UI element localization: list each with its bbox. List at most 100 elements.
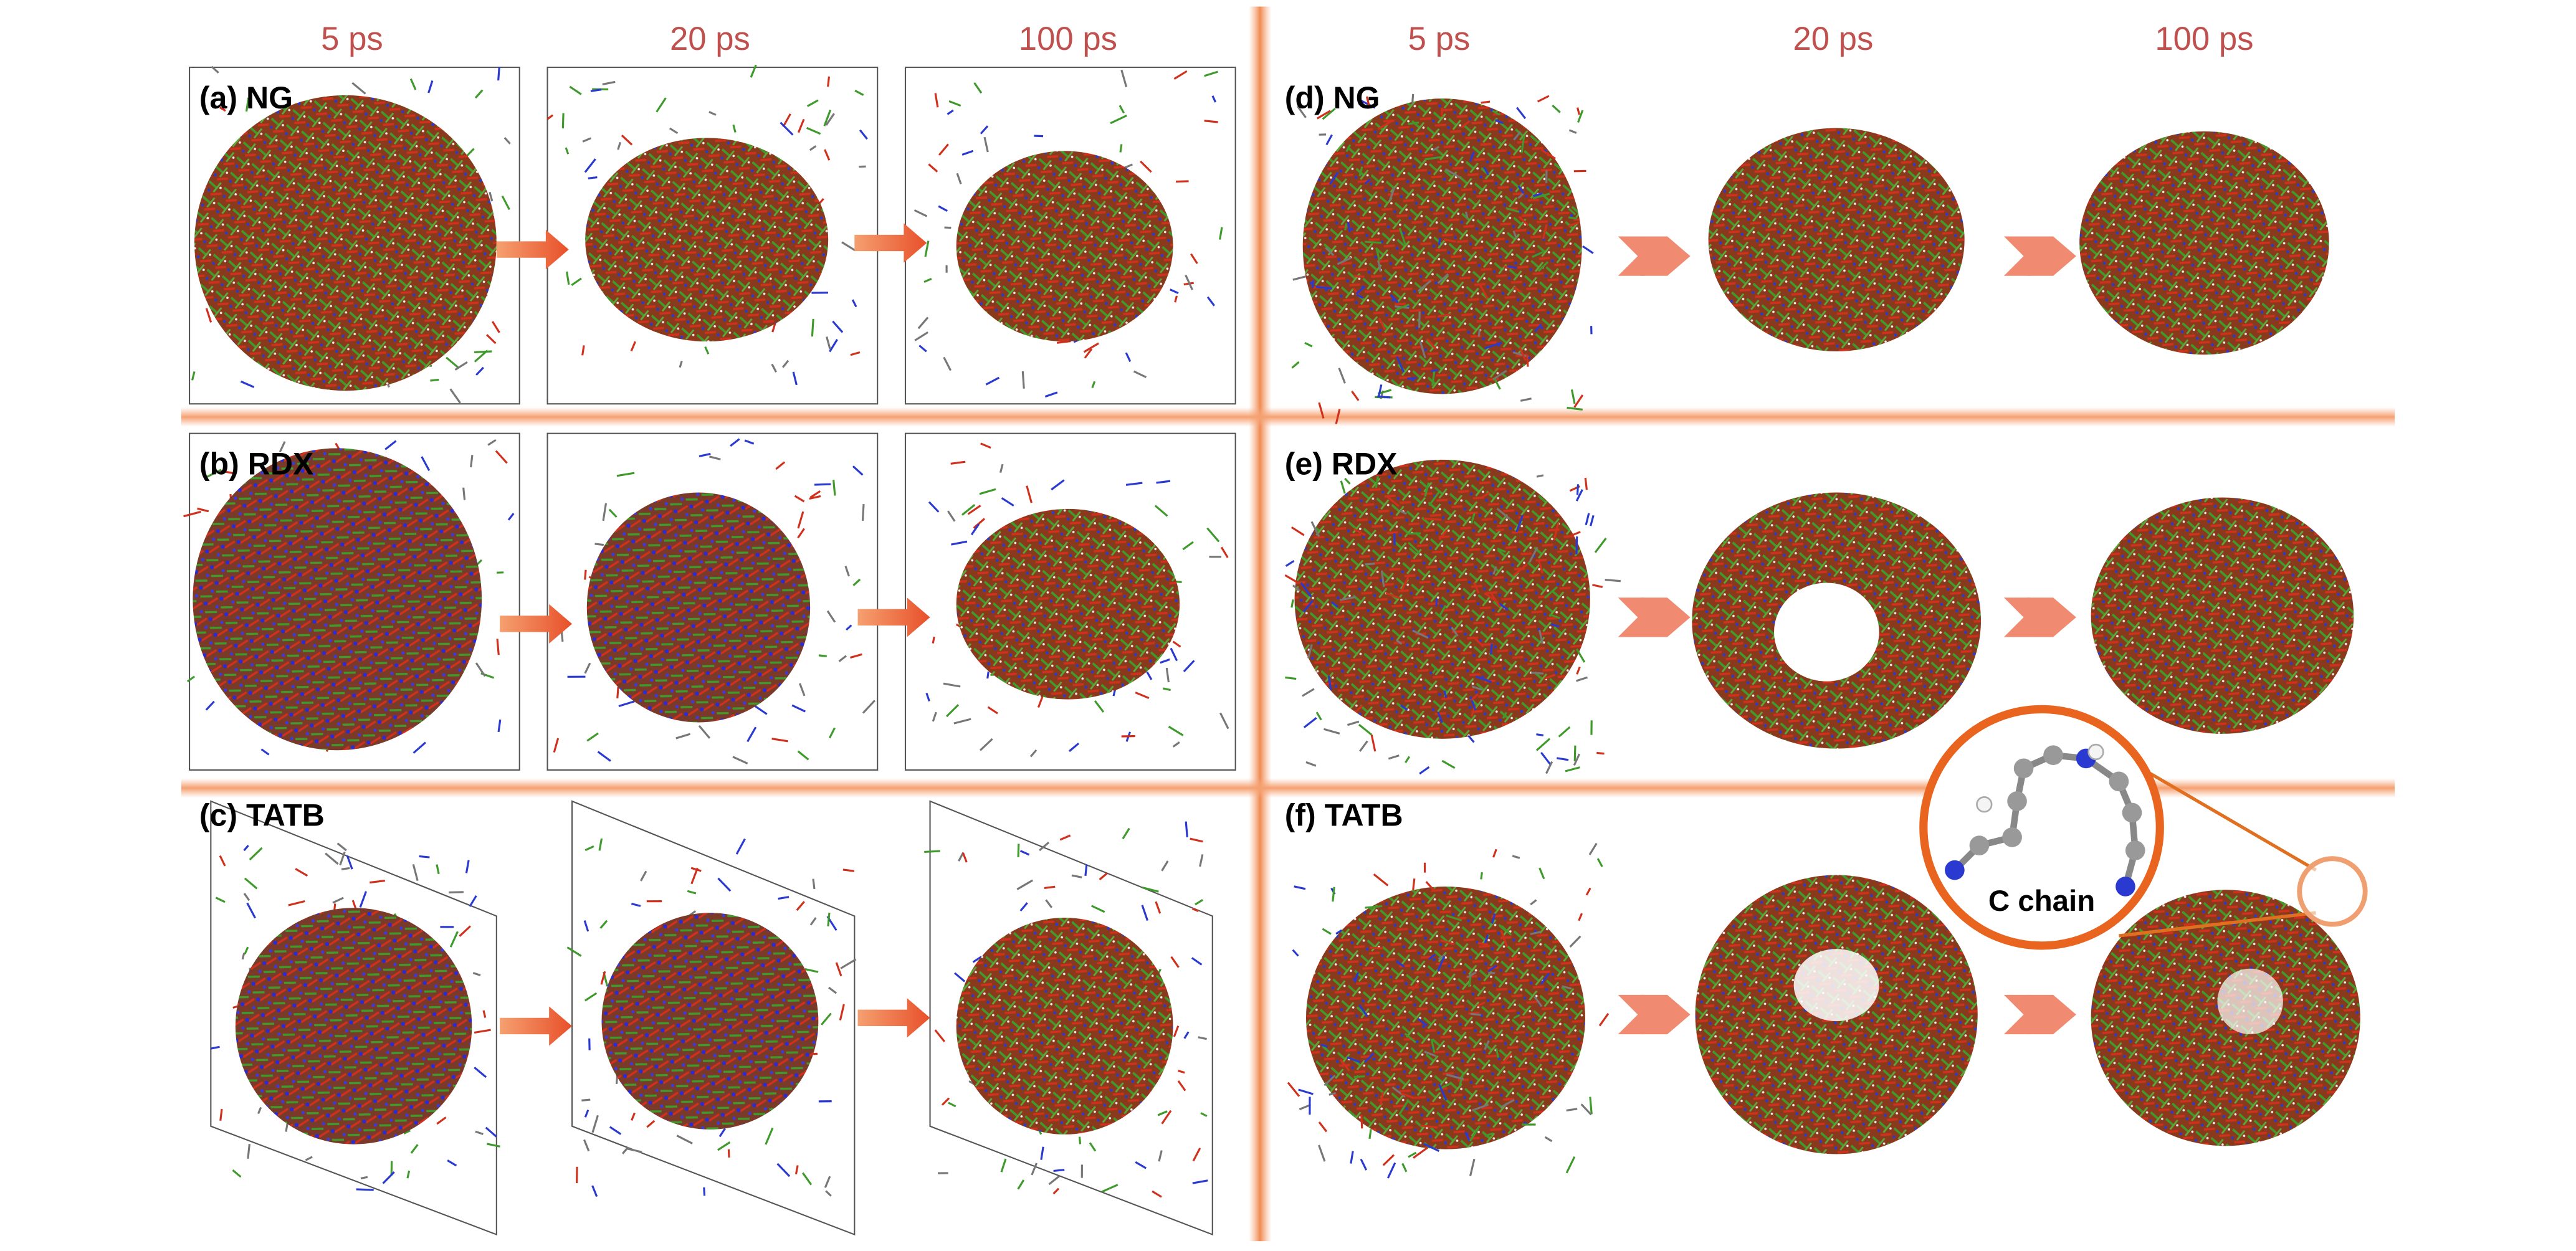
molecule <box>1084 348 1093 359</box>
molecule <box>1424 1050 1437 1057</box>
molecule <box>1021 371 1025 389</box>
molecule <box>1285 559 1295 567</box>
molecule <box>1500 925 1512 936</box>
molecule <box>806 99 819 107</box>
molecule <box>1365 96 1371 109</box>
atom <box>2043 745 2063 765</box>
molecule <box>801 1172 813 1186</box>
molecule <box>1492 110 1500 116</box>
cavity <box>1793 949 1879 1022</box>
molecule <box>1468 975 1472 987</box>
molecule <box>485 1126 497 1138</box>
atom <box>2109 771 2129 792</box>
molecule <box>1031 1163 1038 1176</box>
molecule <box>804 968 819 973</box>
molecule <box>1401 1163 1408 1173</box>
molecule <box>809 490 821 498</box>
molecule <box>1373 873 1389 887</box>
molecule <box>382 1171 395 1184</box>
molecule <box>840 958 857 969</box>
molecule <box>1001 497 1014 507</box>
molecule <box>546 114 554 120</box>
molecule <box>565 271 570 285</box>
molecule <box>1045 899 1053 908</box>
molecule <box>1484 934 1489 944</box>
molecule <box>1135 692 1150 700</box>
molecule <box>980 125 989 135</box>
molecule <box>582 137 591 143</box>
molecule <box>1156 480 1171 484</box>
cluster <box>1708 128 1965 351</box>
molecule <box>1195 899 1203 906</box>
molecule <box>1157 1110 1168 1116</box>
molecule <box>791 704 806 713</box>
molecule <box>1388 754 1400 760</box>
molecule <box>1291 361 1300 369</box>
molecule <box>1543 673 1556 680</box>
molecule <box>584 1109 589 1118</box>
molecule <box>1285 676 1297 680</box>
molecule <box>1585 513 1590 525</box>
molecule <box>1290 599 1294 608</box>
molecule <box>730 438 740 447</box>
molecule <box>1434 1082 1451 1092</box>
molecule <box>1192 1148 1201 1162</box>
molecule <box>1418 280 1432 292</box>
molecule <box>1183 1031 1190 1039</box>
molecule <box>341 867 350 870</box>
atom <box>2007 791 2027 811</box>
molecule <box>465 860 470 873</box>
molecule <box>1170 647 1178 662</box>
molecule <box>1585 887 1591 896</box>
molecule <box>631 903 641 907</box>
molecule <box>1534 323 1542 333</box>
molecule <box>1540 973 1550 985</box>
molecule <box>598 838 603 851</box>
molecule <box>1044 885 1056 890</box>
arrow <box>500 604 573 644</box>
molecule <box>1512 563 1528 577</box>
cluster <box>585 138 829 342</box>
molecule <box>1500 930 1509 948</box>
molecule <box>851 299 857 308</box>
molecule <box>295 868 308 877</box>
molecule <box>1177 1080 1186 1092</box>
molecule <box>1544 1136 1553 1143</box>
molecule <box>1380 1092 1384 1105</box>
molecule <box>470 455 474 468</box>
molecule <box>491 321 500 333</box>
molecule <box>824 1176 831 1188</box>
molecule <box>717 1141 731 1151</box>
molecule <box>797 511 804 529</box>
molecule <box>1495 119 1504 125</box>
molecule <box>191 371 196 381</box>
molecule <box>1466 971 1477 979</box>
molecule <box>776 1163 791 1177</box>
molecule <box>1484 592 1499 603</box>
molecule <box>1526 354 1529 367</box>
molecule <box>718 1128 727 1138</box>
molecule <box>472 972 481 977</box>
molecule <box>1477 1001 1486 1007</box>
molecule <box>1537 559 1544 574</box>
molecule <box>1424 482 1430 497</box>
molecule <box>1420 1124 1438 1129</box>
molecule <box>1464 211 1469 219</box>
molecule <box>1142 886 1159 893</box>
atom <box>1969 835 1990 855</box>
molecule <box>1135 1161 1147 1169</box>
molecule <box>1535 738 1551 751</box>
molecule <box>584 845 594 852</box>
molecule <box>1520 136 1525 153</box>
molecule <box>850 351 861 356</box>
molecule <box>359 891 367 908</box>
molecule <box>1399 510 1407 515</box>
molecule <box>1588 842 1598 855</box>
molecule <box>384 440 397 450</box>
molecule <box>1461 120 1471 128</box>
molecule <box>708 111 717 116</box>
molecule <box>1176 180 1189 183</box>
molecule <box>1495 1048 1499 1058</box>
molecule <box>771 323 776 333</box>
panel-label: (a) NG <box>199 80 293 115</box>
